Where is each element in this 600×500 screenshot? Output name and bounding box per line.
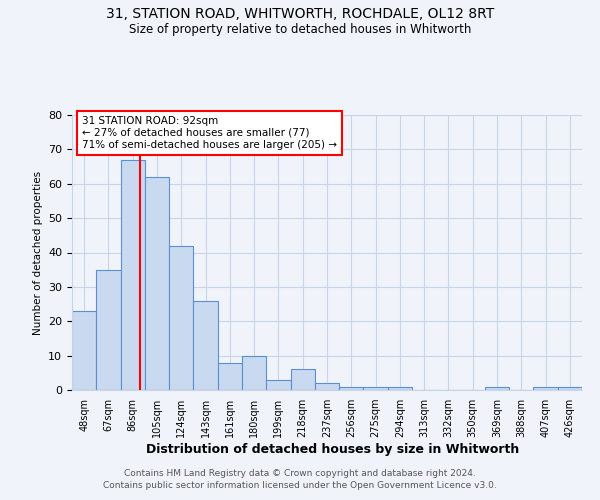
Bar	[290, 370, 315, 390]
Bar	[193, 300, 218, 390]
Bar	[364, 386, 388, 390]
Bar	[533, 386, 558, 390]
Bar	[315, 383, 339, 390]
Bar	[169, 246, 193, 390]
Text: 31 STATION ROAD: 92sqm
← 27% of detached houses are smaller (77)
71% of semi-det: 31 STATION ROAD: 92sqm ← 27% of detached…	[82, 116, 337, 150]
Text: Distribution of detached houses by size in Whitworth: Distribution of detached houses by size …	[146, 442, 520, 456]
Bar	[218, 362, 242, 390]
Bar	[266, 380, 290, 390]
Text: Contains public sector information licensed under the Open Government Licence v3: Contains public sector information licen…	[103, 481, 497, 490]
Bar	[96, 270, 121, 390]
Text: Size of property relative to detached houses in Whitworth: Size of property relative to detached ho…	[129, 22, 471, 36]
Bar	[485, 386, 509, 390]
Bar	[145, 177, 169, 390]
Text: 31, STATION ROAD, WHITWORTH, ROCHDALE, OL12 8RT: 31, STATION ROAD, WHITWORTH, ROCHDALE, O…	[106, 8, 494, 22]
Bar	[72, 311, 96, 390]
Bar	[388, 386, 412, 390]
Bar	[558, 386, 582, 390]
Bar	[121, 160, 145, 390]
Bar	[242, 356, 266, 390]
Text: Contains HM Land Registry data © Crown copyright and database right 2024.: Contains HM Land Registry data © Crown c…	[124, 468, 476, 477]
Bar	[339, 386, 364, 390]
Y-axis label: Number of detached properties: Number of detached properties	[32, 170, 43, 334]
